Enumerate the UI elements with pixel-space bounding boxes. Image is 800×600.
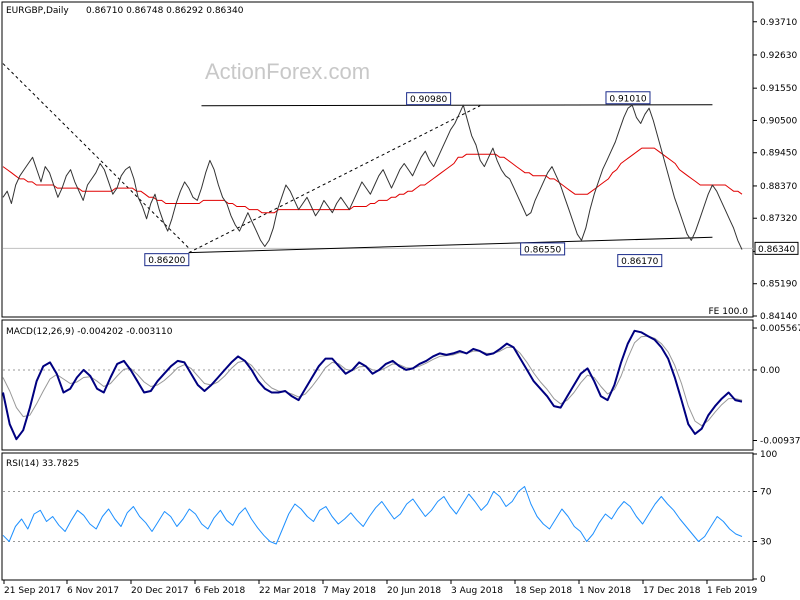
price-axis-tick-label: 0.91550 <box>760 84 797 94</box>
annotation-box <box>406 92 452 106</box>
price-axis-tick-label: 0.88370 <box>760 182 797 192</box>
x-axis-tick-label: 21 Sep 2017 <box>4 586 61 596</box>
fe-label: FE 100.0 <box>709 307 749 317</box>
x-axis-tick-label: 18 Sep 2018 <box>515 586 572 596</box>
x-axis-tick-label: 6 Feb 2018 <box>195 586 246 596</box>
rsi-line <box>2 486 743 545</box>
price-axis-tick-label: 0.87320 <box>760 214 797 224</box>
current-price-label: 0.86340 <box>758 245 795 255</box>
x-axis-tick-label: 17 Dec 2018 <box>643 586 701 596</box>
rsi-axis-tick-label: 70 <box>760 488 772 498</box>
watermark: ActionForex.com <box>205 59 370 84</box>
price-axis-tick-label: 0.92630 <box>760 51 797 61</box>
x-axis-tick-label: 7 May 2018 <box>323 586 376 596</box>
annotation-box <box>520 242 566 256</box>
channel-line <box>188 105 481 254</box>
x-axis-tick-label: 1 Nov 2018 <box>579 586 631 596</box>
macd-axis-tick-label: 0.005567 <box>760 324 800 334</box>
rsi-axis-tick-label: 100 <box>760 450 777 460</box>
x-axis-tick-label: 3 Aug 2018 <box>451 586 503 596</box>
annotation-box <box>144 253 190 267</box>
moving-average-line <box>2 147 743 214</box>
price-axis-tick-label: 0.93710 <box>760 18 797 28</box>
x-axis-tick-label: 20 Dec 2017 <box>131 586 189 596</box>
annotation-label: 0.86170 <box>621 257 658 267</box>
rsi-title: RSI(14) 33.7825 <box>6 459 79 469</box>
macd-line <box>2 329 743 441</box>
support-line <box>188 236 713 254</box>
annotation-label: 0.91010 <box>609 94 646 104</box>
annotation-box <box>605 91 651 105</box>
price-axis-tick-label: 0.84140 <box>760 312 797 322</box>
price-axis-tick-label: 0.90500 <box>760 116 797 126</box>
annotation-label: 0.90980 <box>410 95 447 105</box>
rsi-layer <box>2 486 753 545</box>
rsi-panel-frame <box>1 452 754 581</box>
annotation-label: 0.86550 <box>524 245 561 255</box>
x-axis-tick-label: 6 Nov 2017 <box>67 586 119 596</box>
price-line <box>2 104 743 250</box>
x-axis-tick-label: 20 Jun 2018 <box>387 586 441 596</box>
price-axis-tick-label: 0.89450 <box>760 149 797 159</box>
macd-panel-frame <box>1 319 754 451</box>
ohlc-label: 0.86710 0.86748 0.86292 0.86340 <box>86 6 244 16</box>
macd-axis-tick-label: 0.00 <box>760 366 780 376</box>
symbol-label: EURGBP,Daily <box>6 6 69 16</box>
axis-layer: 0.93710 0.92630 0.91550 0.90500 0.89450 0.883… <box>3 18 800 596</box>
current-price-tag <box>754 241 799 255</box>
annotation-box <box>617 254 663 268</box>
macd-signal-line <box>2 335 743 427</box>
price-panel-frame <box>1 1 754 318</box>
rsi-axis-tick-label: 30 <box>760 538 772 548</box>
resistance-line <box>201 104 713 107</box>
rsi-axis-tick-label: 0 <box>760 575 766 585</box>
macd-axis-tick-label: -0.00937 <box>760 436 800 446</box>
macd-layer <box>2 329 753 441</box>
price-axis-tick-label: 0.85190 <box>760 280 797 290</box>
annotation-label: 0.86200 <box>148 256 185 266</box>
price-layer: 0.86200 0.90980 0.91010 0.86550 0.86170 <box>2 63 753 268</box>
trendline-line <box>2 63 190 249</box>
macd-title: MACD(12,26,9) -0.004202 -0.003110 <box>6 327 173 337</box>
x-axis-tick-label: 1 Feb 2019 <box>707 586 758 596</box>
x-axis-tick-label: 22 Mar 2018 <box>259 586 316 596</box>
